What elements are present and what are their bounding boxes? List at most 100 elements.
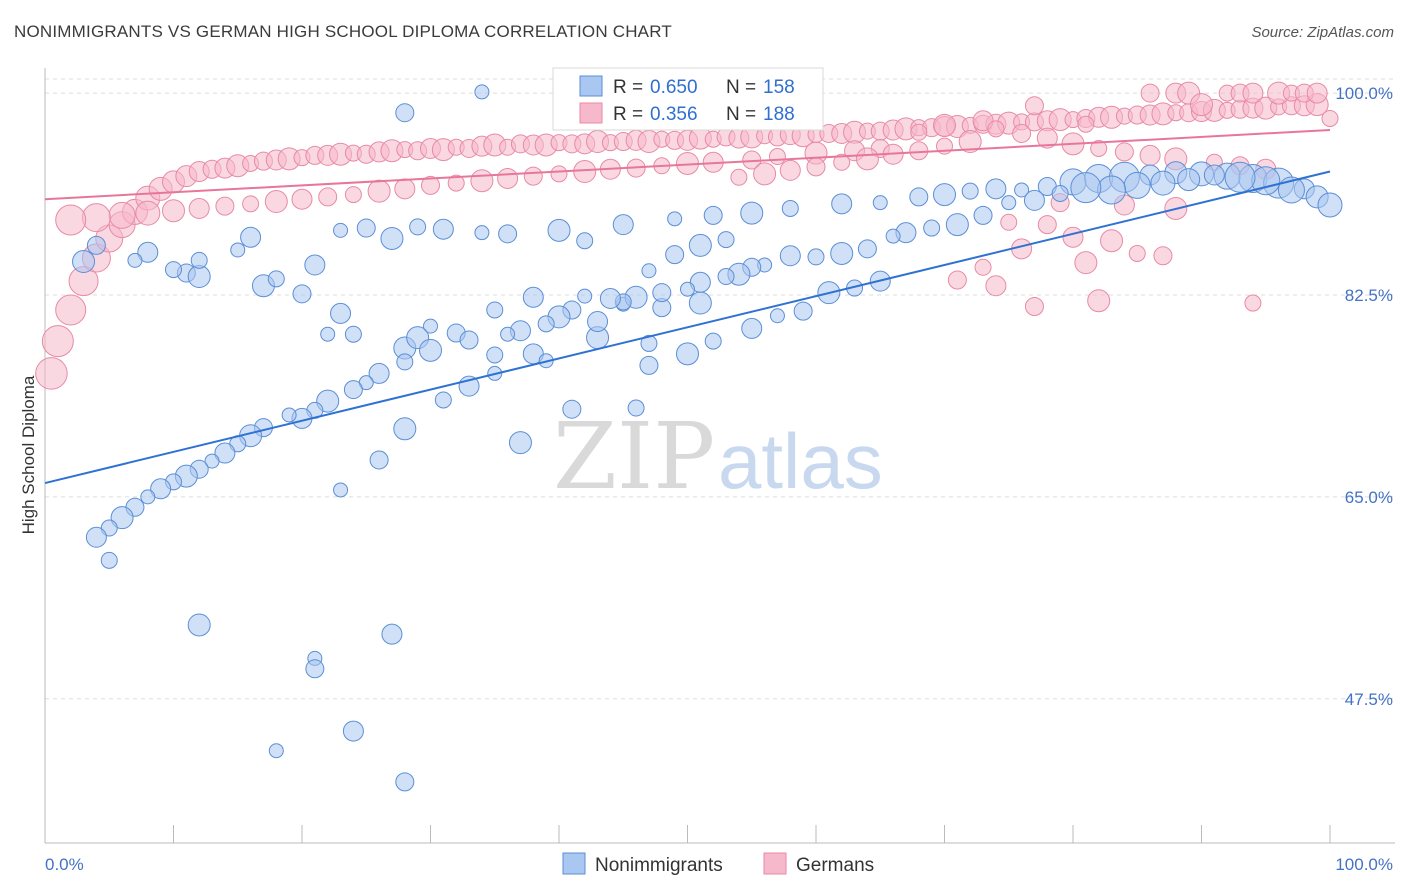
watermark-zip: ZIP	[553, 403, 715, 510]
legend-swatch-blue	[579, 75, 603, 97]
legend-r-value-2: 0.356	[650, 104, 698, 125]
nonimmigrants-point	[486, 301, 504, 319]
nonimmigrants-point	[704, 332, 722, 350]
legend-r-value-1: 0.650	[650, 77, 698, 98]
nonimmigrants-point	[612, 214, 634, 236]
nonimmigrants-point	[500, 326, 516, 342]
legend-n-label-2: N =	[726, 104, 756, 125]
nonimmigrants-point	[333, 482, 349, 498]
nonimmigrants-point	[380, 226, 404, 250]
nonimmigrants-point	[680, 281, 695, 297]
nonimmigrants-point	[522, 286, 544, 308]
nonimmigrants-point	[641, 263, 657, 279]
x-tick-label-max: 100.0%	[1335, 855, 1393, 874]
nonimmigrants-point	[741, 317, 763, 339]
nonimmigrants-point	[356, 218, 376, 238]
nonimmigrants-point	[342, 720, 364, 742]
nonimmigrants-point	[688, 233, 712, 257]
germans-point	[1242, 82, 1264, 104]
nonimmigrants-point	[150, 478, 172, 500]
nonimmigrants-point	[627, 399, 645, 417]
nonimmigrants-point	[688, 291, 712, 315]
germans-point	[910, 123, 928, 141]
nonimmigrants-point	[576, 232, 594, 250]
germans-point	[470, 169, 494, 193]
germans-point	[264, 190, 288, 214]
germans-point	[1090, 139, 1108, 157]
nonimmigrants-point	[1317, 192, 1343, 218]
nonimmigrants-point	[872, 195, 888, 211]
nonimmigrants-point	[923, 219, 941, 237]
watermark-atlas: atlas	[718, 417, 883, 505]
nonimmigrants-point	[639, 355, 659, 375]
germans-point	[447, 174, 465, 192]
nonimmigrants-point	[127, 252, 143, 268]
tick-labels: 47.5% 65.0% 82.5% 100.0% 0.0% 100.0%	[45, 84, 1393, 874]
y-tick-label: 82.5%	[1345, 286, 1393, 305]
nonimmigrants-point	[423, 318, 438, 334]
y-tick-label: 65.0%	[1345, 488, 1393, 507]
nonimmigrants-point	[343, 380, 363, 400]
nonimmigrants-point	[1277, 176, 1305, 204]
germans-point	[985, 275, 1007, 297]
nonimmigrants-point	[187, 613, 211, 637]
nonimmigrants-point	[1123, 171, 1151, 199]
germans-point	[41, 325, 74, 358]
watermark: ZIP atlas	[553, 403, 883, 510]
germans-point	[1074, 251, 1098, 275]
germans-point	[1024, 297, 1044, 317]
germans-point	[135, 200, 161, 226]
bottom-legend-label-nonimmigrants: Nonimmigrants	[595, 855, 723, 876]
nonimmigrants-point	[1014, 182, 1030, 198]
nonimmigrants-point	[86, 235, 106, 255]
germans-point	[215, 196, 235, 216]
nonimmigrants-trend-line	[44, 170, 1331, 485]
nonimmigrants-point	[432, 218, 454, 240]
germans-point	[730, 168, 748, 186]
top-legend: R = 0.650 N = 158 R = 0.356 N = 188	[552, 67, 824, 131]
germans-point	[108, 201, 136, 229]
legend-r-label-2: R =	[613, 104, 643, 125]
germans-point	[523, 166, 543, 186]
germans-trend-line	[44, 128, 1331, 201]
bottom-legend-swatch-germans	[763, 852, 787, 875]
nonimmigrants-point	[985, 178, 1007, 200]
nonimmigrants-point	[676, 342, 699, 366]
germans-point	[974, 258, 992, 276]
nonimmigrants-point	[945, 213, 969, 237]
germans-points	[35, 81, 1339, 390]
germans-point	[1100, 229, 1124, 253]
nonimmigrants-point	[909, 187, 929, 207]
chart-title: NONIMMIGRANTS VS GERMAN HIGH SCHOOL DIPL…	[14, 22, 672, 41]
legend-n-label-1: N =	[726, 77, 756, 98]
nonimmigrants-point	[419, 338, 442, 362]
nonimmigrants-point	[652, 283, 672, 303]
nonimmigrants-point	[1023, 189, 1045, 211]
nonimmigrants-point	[830, 241, 854, 265]
nonimmigrants-point	[165, 261, 182, 279]
germans-point	[367, 179, 391, 203]
nonimmigrants-point	[395, 103, 415, 123]
germans-point	[768, 148, 786, 166]
nonimmigrants-point	[547, 218, 571, 242]
nonimmigrants-points	[72, 84, 1343, 792]
nonimmigrants-point	[1150, 170, 1176, 196]
y-axis-label: High School Diploma	[19, 375, 38, 534]
nonimmigrants-point	[667, 211, 683, 227]
legend-n-value-2: 188	[763, 104, 795, 125]
germans-point	[1062, 226, 1084, 248]
nonimmigrants-point	[474, 225, 490, 241]
germans-point	[162, 199, 185, 223]
nonimmigrants-point	[230, 242, 246, 258]
nonimmigrants-point	[240, 226, 262, 248]
germans-point	[242, 195, 260, 213]
nonimmigrants-point	[396, 353, 414, 371]
nonimmigrants-point	[1177, 168, 1201, 192]
source-label: Source: ZipAtlas.com	[1251, 24, 1394, 41]
germans-point	[394, 178, 416, 200]
y-tick-label: 47.5%	[1345, 690, 1393, 709]
nonimmigrants-point	[72, 250, 96, 274]
nonimmigrants-point	[740, 201, 764, 225]
nonimmigrants-point	[1001, 195, 1017, 211]
